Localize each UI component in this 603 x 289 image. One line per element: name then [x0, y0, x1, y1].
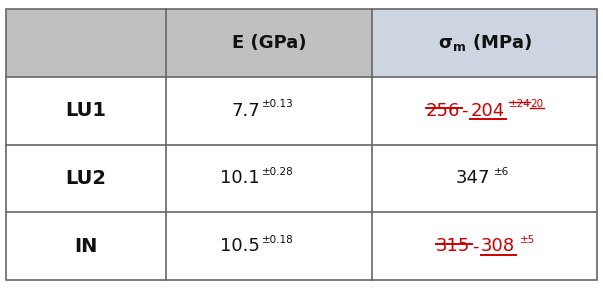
Text: -: - — [472, 237, 478, 255]
Text: 315: 315 — [436, 237, 470, 255]
Text: ±5: ±5 — [520, 235, 535, 245]
Bar — [373, 9, 597, 77]
Text: $\mathbf{\sigma}_\mathbf{m}$ (MPa): $\mathbf{\sigma}_\mathbf{m}$ (MPa) — [438, 32, 532, 53]
Text: 10.5: 10.5 — [220, 237, 260, 255]
Text: -: - — [461, 101, 468, 120]
Bar — [166, 9, 373, 77]
Text: 204: 204 — [470, 101, 505, 120]
Text: E (GPa): E (GPa) — [232, 34, 306, 52]
Bar — [6, 9, 166, 77]
Text: ±24: ±24 — [509, 99, 531, 109]
Text: 7.7: 7.7 — [231, 101, 260, 120]
Bar — [6, 144, 597, 212]
Text: ±0.18: ±0.18 — [262, 235, 294, 245]
Text: 20: 20 — [530, 99, 543, 109]
Text: LU2: LU2 — [65, 169, 106, 188]
Text: ±0.13: ±0.13 — [262, 99, 294, 109]
Text: 10.1: 10.1 — [220, 169, 260, 188]
Text: LU1: LU1 — [65, 101, 106, 120]
Text: 347: 347 — [456, 169, 491, 188]
Text: ±0.28: ±0.28 — [262, 167, 294, 177]
Text: 308: 308 — [481, 237, 514, 255]
Text: ±6: ±6 — [494, 167, 510, 177]
Bar — [6, 212, 597, 280]
Text: 256: 256 — [426, 101, 460, 120]
Bar — [6, 77, 597, 144]
Text: IN: IN — [74, 237, 98, 256]
